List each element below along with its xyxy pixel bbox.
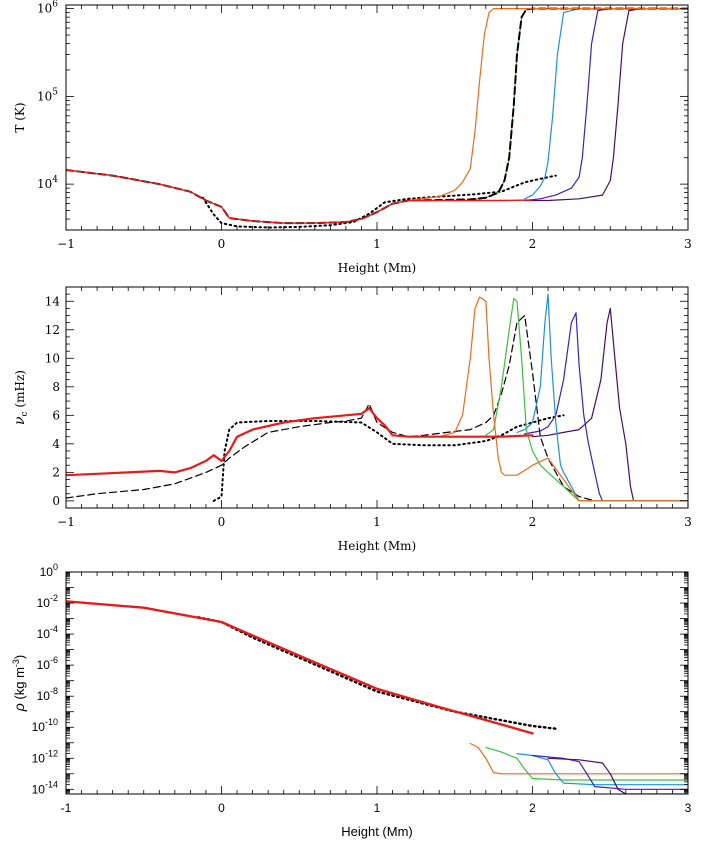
x-axis-label: Height (Mm) <box>338 261 416 275</box>
series-line-7 <box>66 407 534 477</box>
y-tick-label: 0 <box>52 494 60 508</box>
y-tick-label: 10 <box>45 351 60 365</box>
x-tick-label: 3 <box>685 801 692 815</box>
y-tick-label: 100 <box>40 562 58 579</box>
y-tick-label: 10-2 <box>37 593 58 610</box>
series-line-1 <box>524 8 688 202</box>
series-line-5 <box>547 757 688 794</box>
y-tick-label: 12 <box>45 323 60 337</box>
x-tick-label: 0 <box>218 801 225 815</box>
series-line-3 <box>524 8 688 200</box>
x-tick-label: -1 <box>61 801 72 815</box>
x-tick-label: 3 <box>684 515 692 529</box>
y-tick-label: 14 <box>45 294 61 308</box>
y-tick-label: 106 <box>37 0 58 16</box>
series-line-2 <box>485 746 688 781</box>
series-line-4 <box>516 293 688 502</box>
series-line-0 <box>201 174 557 229</box>
x-tick-label: −1 <box>57 237 75 251</box>
series-line-6 <box>438 296 688 502</box>
y-tick-label: 6 <box>52 408 60 422</box>
y-tick-label: 10-10 <box>32 717 58 734</box>
series-line-0 <box>212 414 565 502</box>
y-axis-label: νc (mHz) <box>12 370 30 425</box>
x-axis-label: Height (Mm) <box>338 539 416 553</box>
x-tick-label: 1 <box>373 237 381 251</box>
series-group <box>66 600 688 794</box>
series-group <box>66 7 688 229</box>
x-tick-label: 0 <box>218 515 226 529</box>
series-line-4 <box>531 754 688 790</box>
y-tick-label: 10-8 <box>37 686 58 703</box>
series-line-2 <box>524 8 688 202</box>
panel-temperature: −1 0 1 2 3 104 105 106 Height (Mm) T (K) <box>13 0 692 275</box>
x-tick-label: 1 <box>374 801 381 815</box>
y-tick-label: 10-14 <box>32 779 58 796</box>
y-tick-label: 105 <box>37 87 58 103</box>
series-line-5 <box>485 297 688 502</box>
y-tick-label: 10-12 <box>32 748 58 765</box>
x-axis-label: Height (Mm) <box>341 824 413 839</box>
series-line-4 <box>469 8 688 201</box>
y-tick-label: 10-6 <box>37 655 58 672</box>
x-tick-label: 2 <box>529 515 537 529</box>
series-line-1 <box>469 742 688 775</box>
y-tick-label: 104 <box>37 175 58 191</box>
y-tick-label: 2 <box>52 465 60 479</box>
x-tick-label: −1 <box>57 515 75 529</box>
series-line-7 <box>66 169 534 224</box>
series-line-6 <box>407 8 688 202</box>
series-line-6 <box>66 600 534 735</box>
x-tick-label: 2 <box>529 237 537 251</box>
y-axis-label: ρ (kg m-3) <box>11 655 27 713</box>
x-tick-label: 3 <box>684 237 692 251</box>
x-tick-label: 1 <box>373 515 381 529</box>
y-tick-label: 4 <box>52 437 60 451</box>
axes-frame <box>65 571 689 795</box>
panel-density: -1 0 1 2 3 100 10-2 10-4 10-6 10-8 10-10 10-12 10-14… <box>11 562 692 839</box>
series-line-5 <box>66 7 688 225</box>
series-group <box>66 293 688 502</box>
x-tick-label: 2 <box>529 801 536 815</box>
y-axis-label: T (K) <box>13 102 27 132</box>
series-line-3 <box>524 312 688 502</box>
x-tick-label: 0 <box>218 237 226 251</box>
series-line-1 <box>66 314 596 502</box>
y-tick-label: 8 <box>52 380 60 394</box>
series-line-2 <box>531 307 688 502</box>
y-tick-label: 10-4 <box>37 624 58 641</box>
